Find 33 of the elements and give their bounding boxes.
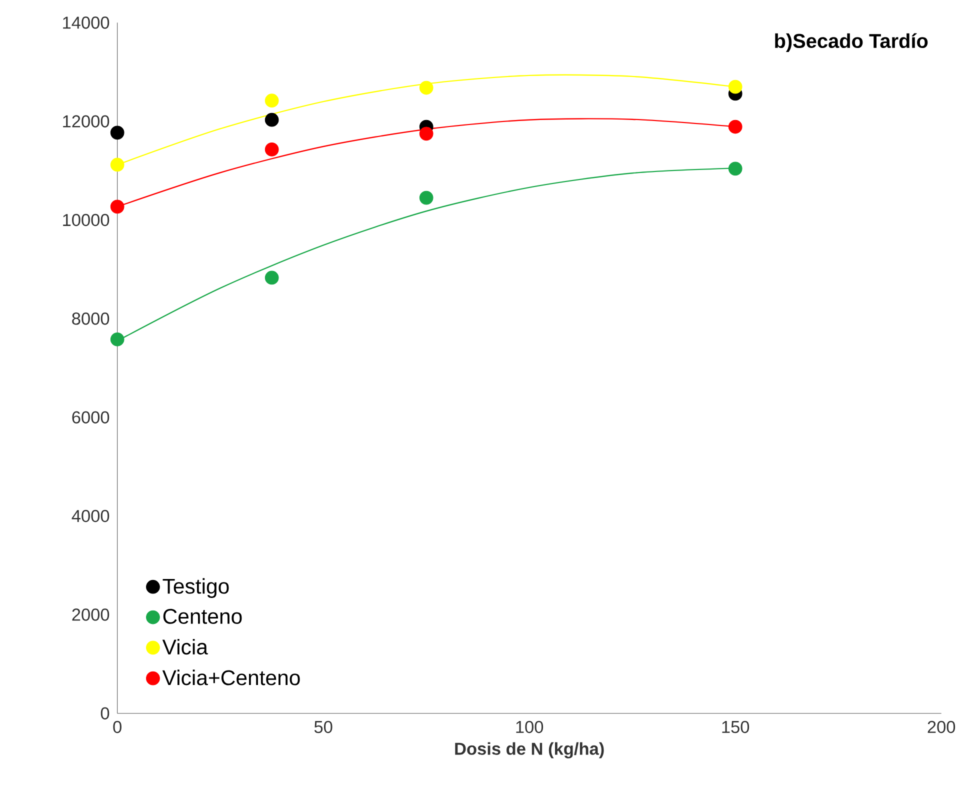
y-tick-label: 14000 xyxy=(63,16,110,29)
y-tick-label: 6000 xyxy=(72,411,110,424)
point xyxy=(264,270,279,285)
point xyxy=(728,120,742,134)
y-tick-label: 2000 xyxy=(72,608,110,621)
point xyxy=(264,142,279,156)
chart-title: b)Secado Tardío xyxy=(775,33,928,52)
point xyxy=(110,126,124,140)
x-tick-label: 200 xyxy=(928,720,956,734)
point xyxy=(110,200,124,214)
x-tick-label: 50 xyxy=(314,720,332,734)
y-tick-label: 0 xyxy=(100,707,110,720)
x-axis-title: Dosis de N (kg/ha) xyxy=(455,742,604,758)
legend-label: Vicia xyxy=(162,638,208,655)
y-tick-label: 4000 xyxy=(72,510,110,522)
legend-label: Centeno xyxy=(163,608,242,624)
point xyxy=(110,332,124,346)
legend-label: Vicia+Centeno xyxy=(162,670,300,686)
y-tick-label: 8000 xyxy=(72,312,110,325)
x-tick-label: 100 xyxy=(516,720,544,734)
point xyxy=(264,112,279,127)
x-tick-label: 0 xyxy=(113,720,122,734)
point xyxy=(419,190,434,205)
legend-label: Testigo xyxy=(162,578,229,598)
y-tick-label: 10000 xyxy=(63,214,110,226)
y-tick-label: 12000 xyxy=(63,115,110,128)
point xyxy=(728,162,742,176)
point xyxy=(728,80,742,94)
point xyxy=(419,80,434,95)
point xyxy=(419,126,434,141)
x-tick-label: 150 xyxy=(722,720,750,734)
point xyxy=(264,94,279,108)
point xyxy=(110,158,124,172)
